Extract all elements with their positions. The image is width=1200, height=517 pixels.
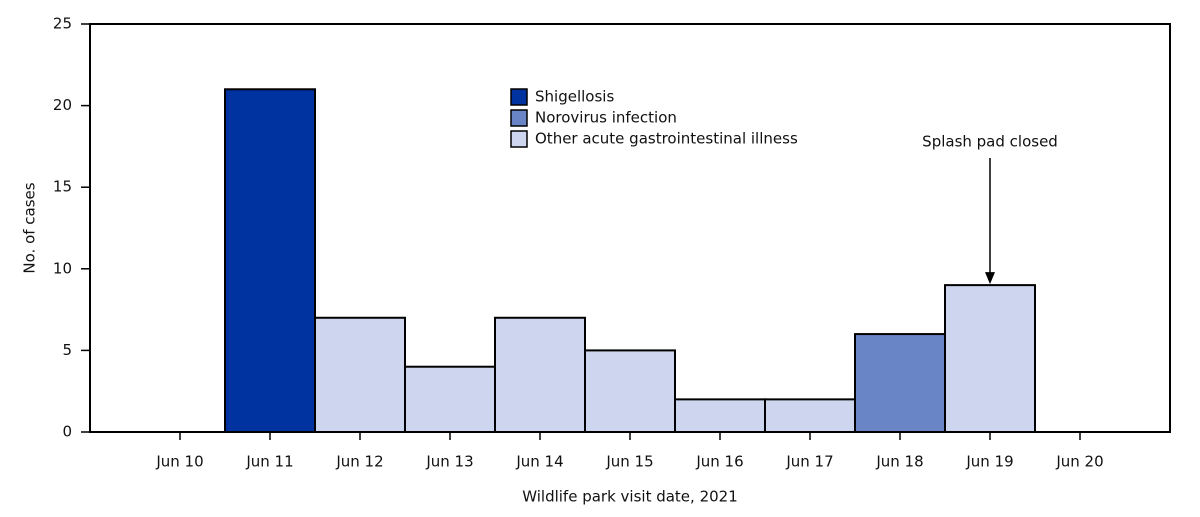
x-tick-label: Jun 16 — [695, 453, 743, 471]
y-tick-label: 10 — [53, 259, 72, 277]
legend-label: Shigellosis — [535, 88, 614, 106]
bar — [584, 349, 676, 433]
y-axis-label: No. of cases — [21, 182, 39, 273]
y-tick-label: 0 — [62, 423, 72, 441]
bar — [764, 398, 856, 433]
legend-swatch — [510, 88, 528, 106]
annotation-arrowhead — [985, 272, 995, 285]
x-tick-label: Jun 14 — [515, 453, 563, 471]
bar — [404, 365, 496, 433]
x-tick-label: Jun 10 — [155, 453, 203, 471]
legend-swatch — [510, 109, 528, 127]
y-tick-label: 5 — [62, 341, 72, 359]
bar — [314, 316, 406, 434]
plot-frame — [89, 23, 1171, 433]
x-tick-label: Jun 17 — [785, 453, 833, 471]
x-tick-label: Jun 19 — [965, 453, 1013, 471]
bar — [674, 398, 766, 433]
x-tick-label: Jun 13 — [425, 453, 473, 471]
x-tick-label: Jun 20 — [1055, 453, 1103, 471]
bar — [944, 284, 1036, 433]
bar — [854, 333, 946, 433]
y-tick-label: 25 — [53, 15, 72, 33]
annotation-text: Splash pad closed — [922, 133, 1058, 151]
x-tick-label: Jun 18 — [875, 453, 923, 471]
x-tick-label: Jun 15 — [605, 453, 653, 471]
legend-swatch — [510, 130, 528, 148]
y-tick-label: 20 — [53, 96, 72, 114]
legend-label: Norovirus infection — [535, 109, 677, 127]
y-tick-label: 15 — [53, 178, 72, 196]
x-axis-label: Wildlife park visit date, 2021 — [522, 488, 738, 506]
bar — [494, 316, 586, 434]
x-tick-label: Jun 11 — [245, 453, 293, 471]
x-tick-label: Jun 12 — [335, 453, 383, 471]
legend-label: Other acute gastrointestinal illness — [535, 130, 798, 148]
bar — [224, 88, 316, 433]
